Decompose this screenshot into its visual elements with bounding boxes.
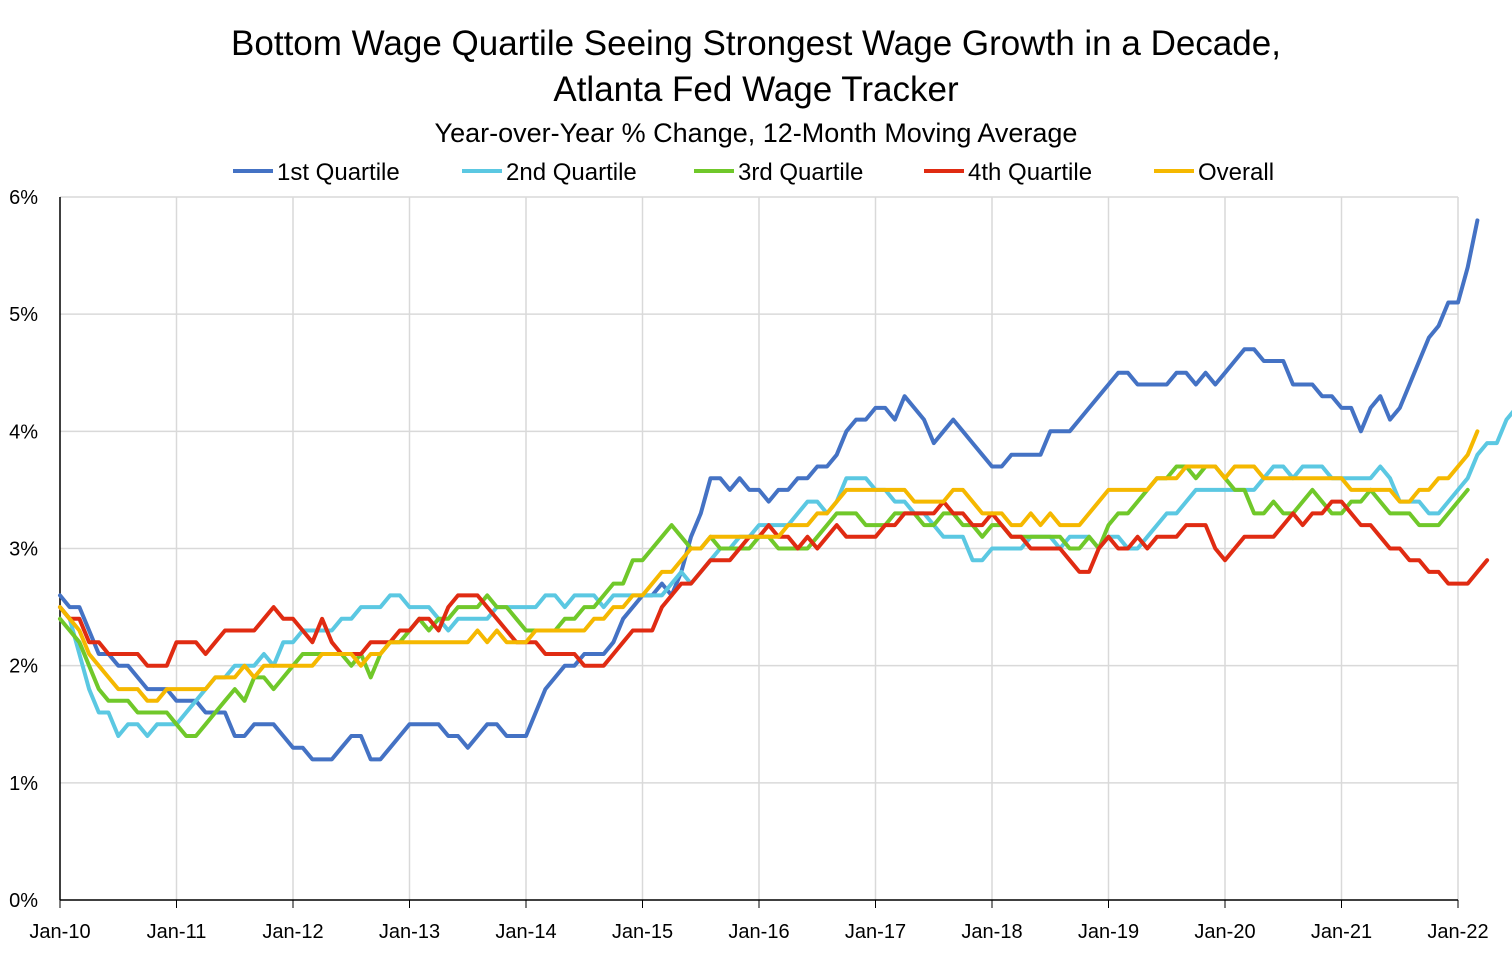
y-tick-label: 4% xyxy=(9,421,38,443)
x-tick-label: Jan-22 xyxy=(1427,921,1488,943)
legend-label-4th-quartile: 4th Quartile xyxy=(968,159,1092,186)
x-tick-label: Jan-18 xyxy=(961,921,1022,943)
y-tick-label: 2% xyxy=(9,656,38,678)
x-tick-label: Jan-19 xyxy=(1078,921,1139,943)
chart-title-line-1: Bottom Wage Quartile Seeing Strongest Wa… xyxy=(231,24,1281,63)
y-tick-labels: 0% 1% 2% 3% 4% 5% 6% xyxy=(9,187,38,912)
y-tick-label: 3% xyxy=(9,539,38,561)
legend-label-overall: Overall xyxy=(1198,159,1274,186)
series-line-3rd-quartile xyxy=(58,464,1470,738)
legend: 1st Quartile 2nd Quartile 3rd Quartile 4th … xyxy=(233,159,1274,186)
series-line-overall xyxy=(58,429,1480,703)
y-tick-label: 5% xyxy=(9,304,38,326)
legend-label-2nd-quartile: 2nd Quartile xyxy=(506,159,637,186)
x-tick-label: Jan-12 xyxy=(262,921,323,943)
legend-label-1st-quartile: 1st Quartile xyxy=(277,159,400,186)
y-tick-label: 6% xyxy=(9,187,38,209)
x-tick-label: Jan-14 xyxy=(495,921,556,943)
legend-label-3rd-quartile: 3rd Quartile xyxy=(738,159,863,186)
x-tick-label: Jan-13 xyxy=(379,921,440,943)
x-tick-label: Jan-21 xyxy=(1311,921,1372,943)
x-tick-label: Jan-10 xyxy=(29,921,90,943)
series-line-1st-quartile xyxy=(58,218,1480,762)
series-lines xyxy=(58,218,1512,762)
axes xyxy=(59,197,1459,908)
x-tick-label: Jan-20 xyxy=(1194,921,1255,943)
y-tick-label: 1% xyxy=(9,773,38,795)
x-tick-label: Jan-11 xyxy=(147,921,207,943)
y-tick-label: 0% xyxy=(9,890,38,912)
x-tick-label: Jan-17 xyxy=(845,921,906,943)
series-line-4th-quartile xyxy=(58,499,1490,668)
x-tick-labels: Jan-10 Jan-11 Jan-12 Jan-13 Jan-14 Jan-15 Jan-… xyxy=(29,921,1488,943)
x-tick-label: Jan-15 xyxy=(612,921,673,943)
chart-subtitle: Year-over-Year % Change, 12-Month Moving… xyxy=(434,118,1078,148)
grid-lines xyxy=(60,196,1459,900)
x-tick-label: Jan-16 xyxy=(728,921,789,943)
chart-title-line-2: Atlanta Fed Wage Tracker xyxy=(553,70,959,109)
